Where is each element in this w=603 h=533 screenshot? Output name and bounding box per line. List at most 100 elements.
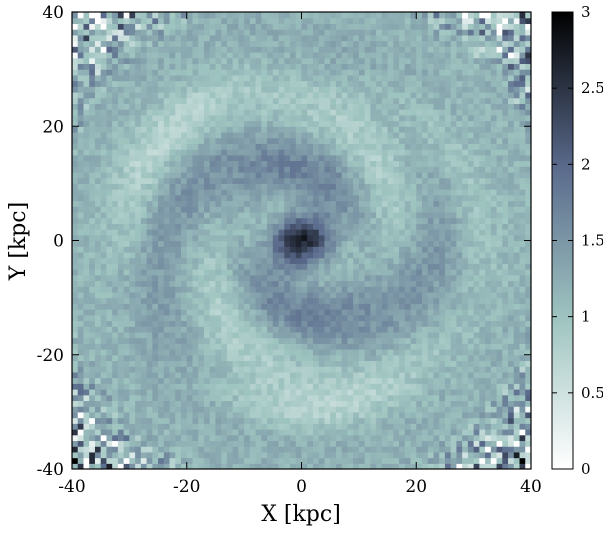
heatmap-cell bbox=[376, 17, 383, 25]
heatmap-cell bbox=[140, 223, 148, 230]
heatmap-cell bbox=[238, 389, 245, 396]
heatmap-cell bbox=[341, 251, 348, 259]
heatmap-cell bbox=[347, 371, 354, 379]
heatmap-cell bbox=[146, 274, 153, 282]
heatmap-cell bbox=[290, 29, 297, 36]
heatmap-cell bbox=[198, 303, 205, 310]
heatmap-cell bbox=[364, 97, 371, 104]
heatmap-cell bbox=[272, 177, 280, 184]
heatmap-cell bbox=[158, 40, 165, 47]
heatmap-cell bbox=[261, 126, 268, 133]
heatmap-cell bbox=[221, 326, 228, 333]
heatmap-cell bbox=[335, 394, 343, 402]
heatmap-cell bbox=[295, 63, 303, 70]
heatmap-cell bbox=[226, 309, 234, 316]
heatmap-cell bbox=[249, 331, 257, 339]
heatmap-cell bbox=[244, 463, 251, 469]
heatmap-cell bbox=[399, 269, 406, 276]
heatmap-cell bbox=[72, 337, 79, 344]
heatmap-cell bbox=[146, 120, 153, 127]
heatmap-cell bbox=[330, 160, 337, 167]
heatmap-cell bbox=[387, 40, 394, 47]
heatmap-cell bbox=[106, 457, 113, 464]
heatmap-cell bbox=[203, 143, 211, 150]
heatmap-cell bbox=[370, 40, 377, 47]
heatmap-cell bbox=[376, 120, 383, 127]
heatmap-cell bbox=[175, 389, 182, 396]
heatmap-cell bbox=[192, 29, 199, 36]
heatmap-cell bbox=[261, 74, 268, 82]
heatmap-cell bbox=[261, 154, 268, 162]
heatmap-cell bbox=[295, 377, 303, 384]
heatmap-cell bbox=[221, 80, 228, 87]
heatmap-cell bbox=[278, 309, 285, 316]
heatmap-cell bbox=[255, 12, 262, 19]
heatmap-cell bbox=[387, 74, 394, 82]
heatmap-cell bbox=[77, 74, 85, 82]
heatmap-cell bbox=[232, 183, 239, 190]
heatmap-cell bbox=[341, 400, 348, 407]
heatmap-cell bbox=[272, 17, 280, 25]
heatmap-cell bbox=[181, 143, 188, 150]
heatmap-cell bbox=[290, 309, 297, 316]
heatmap-cell bbox=[307, 417, 314, 424]
heatmap-cell bbox=[267, 406, 274, 413]
heatmap-cell bbox=[364, 314, 371, 322]
heatmap-cell bbox=[203, 274, 211, 282]
heatmap-cell bbox=[347, 229, 354, 236]
heatmap-cell bbox=[330, 257, 337, 264]
heatmap-cell bbox=[290, 423, 297, 430]
heatmap-cell bbox=[117, 331, 125, 339]
heatmap-cell bbox=[364, 154, 371, 162]
heatmap-cell bbox=[89, 263, 96, 270]
heatmap-cell bbox=[284, 371, 291, 379]
heatmap-cell bbox=[94, 240, 102, 247]
heatmap-cell bbox=[255, 46, 262, 53]
heatmap-cell bbox=[272, 274, 280, 282]
heatmap-cell bbox=[347, 223, 354, 230]
heatmap-cell bbox=[278, 194, 285, 202]
heatmap-cell bbox=[295, 149, 303, 156]
heatmap-cell bbox=[353, 366, 360, 373]
heatmap-cell bbox=[77, 160, 85, 167]
heatmap-cell bbox=[307, 423, 314, 430]
heatmap-cell bbox=[106, 29, 113, 36]
heatmap-cell bbox=[198, 366, 205, 373]
heatmap-cell bbox=[272, 160, 280, 167]
heatmap-cell bbox=[94, 303, 102, 310]
heatmap-cell bbox=[123, 109, 130, 116]
heatmap-cell bbox=[238, 229, 245, 236]
heatmap-cell bbox=[318, 423, 326, 430]
heatmap-cell bbox=[404, 69, 412, 76]
heatmap-cell bbox=[72, 46, 79, 53]
heatmap-cell bbox=[312, 394, 320, 402]
heatmap-cell bbox=[203, 400, 211, 407]
heatmap-cell bbox=[72, 269, 79, 276]
heatmap-cell bbox=[244, 377, 251, 384]
heatmap-cell bbox=[100, 440, 108, 447]
heatmap-cell bbox=[72, 69, 79, 76]
heatmap-cell bbox=[209, 109, 217, 116]
heatmap-cell bbox=[347, 51, 354, 59]
heatmap-cell bbox=[335, 320, 343, 327]
heatmap-cell bbox=[221, 160, 228, 167]
heatmap-cell bbox=[353, 103, 360, 110]
heatmap-cell bbox=[358, 457, 366, 464]
heatmap-cell bbox=[94, 326, 102, 333]
heatmap-cell bbox=[249, 326, 257, 333]
heatmap-cell bbox=[203, 423, 211, 430]
heatmap-cell bbox=[381, 51, 389, 59]
heatmap-cell bbox=[181, 274, 188, 282]
heatmap-cell bbox=[404, 394, 412, 402]
heatmap-cell bbox=[290, 280, 297, 287]
heatmap-cell bbox=[249, 143, 257, 150]
heatmap-cell bbox=[83, 394, 90, 402]
heatmap-cell bbox=[244, 160, 251, 167]
heatmap-cell bbox=[209, 234, 217, 242]
heatmap-cell bbox=[123, 309, 130, 316]
heatmap-cell bbox=[307, 217, 314, 224]
heatmap-cell bbox=[221, 189, 228, 196]
heatmap-cell bbox=[226, 154, 234, 162]
heatmap-cell bbox=[290, 297, 297, 304]
heatmap-cell bbox=[358, 331, 366, 339]
